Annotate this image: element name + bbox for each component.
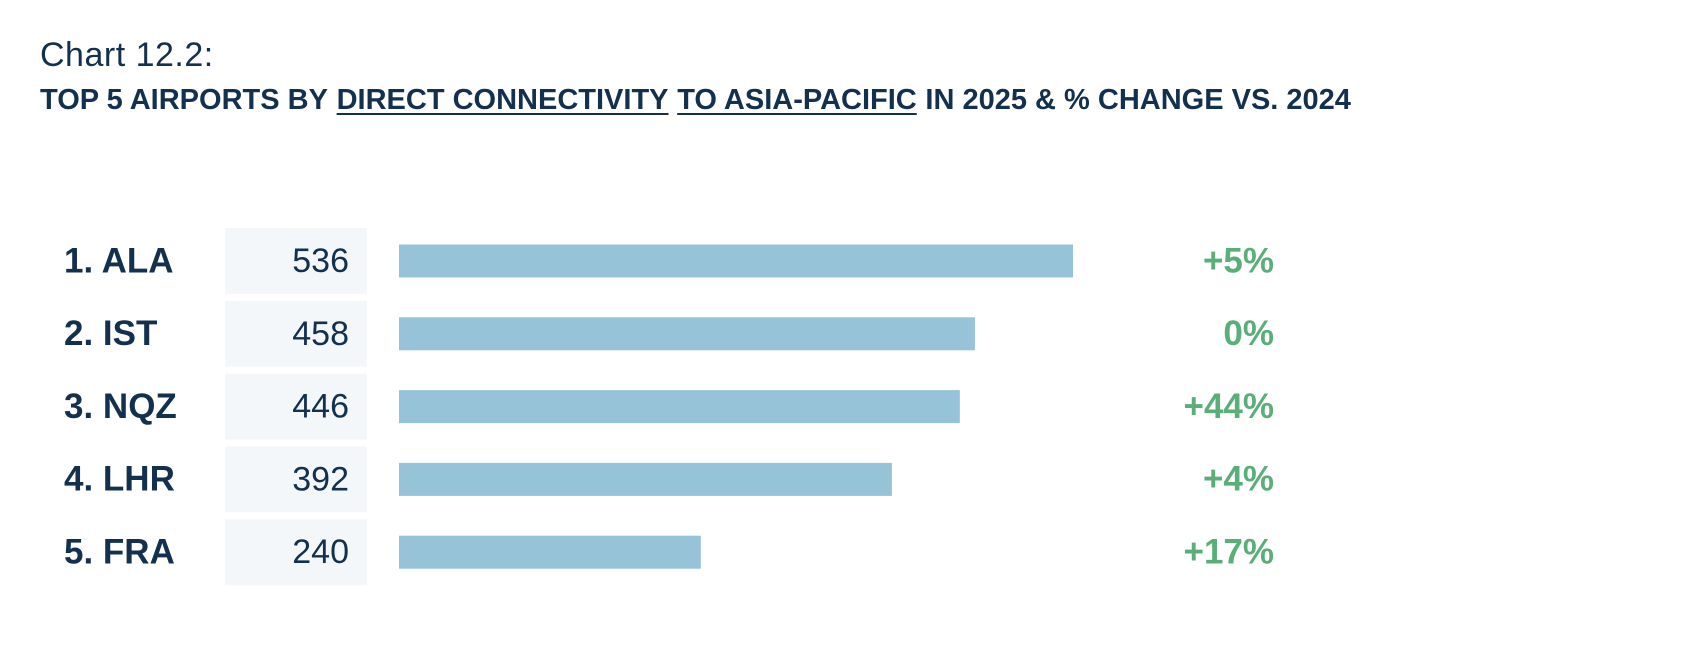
value-box bbox=[225, 519, 367, 586]
change-label: +44% bbox=[1184, 387, 1275, 426]
bar bbox=[399, 535, 701, 569]
category-label: 1. ALA bbox=[64, 241, 174, 280]
bar bbox=[399, 390, 960, 424]
value-box bbox=[225, 446, 367, 513]
change-label: +17% bbox=[1184, 532, 1275, 571]
category-label: 4. LHR bbox=[64, 460, 175, 499]
title-part: TO ASIA-PACIFIC bbox=[677, 84, 917, 116]
category-label: 5. FRA bbox=[64, 532, 175, 571]
chart-title: TOP 5 AIRPORTS BY DIRECT CONNECTIVITY TO A… bbox=[40, 84, 1360, 117]
chart-label: Chart 12.2: bbox=[40, 36, 214, 74]
title-part: IN 2025 & % CHANGE VS. 2024 bbox=[925, 84, 1351, 116]
bar bbox=[399, 317, 975, 351]
value-label: 446 bbox=[292, 388, 349, 426]
bar bbox=[399, 462, 892, 496]
value-box bbox=[225, 300, 367, 367]
title-part: DIRECT CONNECTIVITY bbox=[336, 84, 669, 116]
change-label: +4% bbox=[1203, 460, 1274, 499]
category-label: 3. NQZ bbox=[64, 387, 177, 426]
title-part: TOP 5 AIRPORTS BY bbox=[40, 84, 328, 116]
value-label: 240 bbox=[292, 533, 349, 571]
value-label: 536 bbox=[292, 242, 349, 280]
value-label: 458 bbox=[292, 315, 349, 353]
bar bbox=[399, 244, 1073, 278]
change-label: 0% bbox=[1223, 314, 1274, 353]
change-label: +5% bbox=[1203, 241, 1274, 280]
category-label: 2. IST bbox=[64, 314, 157, 353]
value-box bbox=[225, 373, 367, 440]
value-box bbox=[225, 228, 367, 294]
value-label: 392 bbox=[292, 460, 349, 498]
